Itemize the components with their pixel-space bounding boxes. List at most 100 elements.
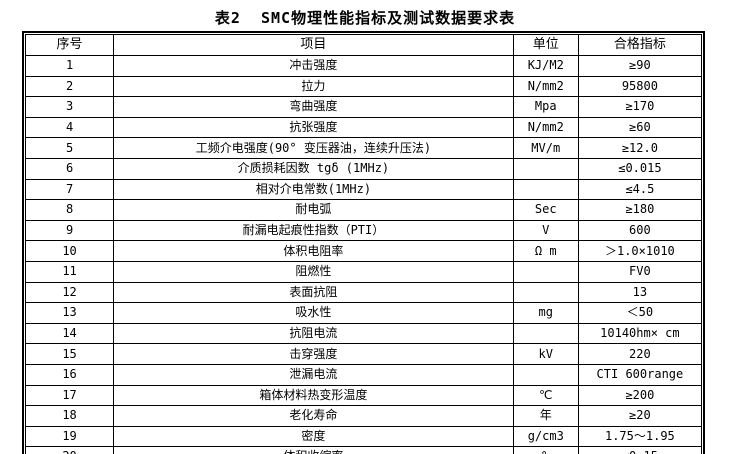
spec-value-cell: 1.75～1.95 [577,425,703,448]
row-number-cell: 6 [24,157,115,180]
unit-cell: N/mm2 [512,75,579,98]
spec-value-cell: ＞1.0×1010 [577,240,703,262]
row-number-cell: 7 [24,178,115,201]
spec-value-cell: 220 [577,343,703,365]
table-row: 10 体积电阻率 Ω m ＞1.0×1010 [24,240,703,262]
item-cell: 体积电阻率 [113,240,514,262]
table-row: 11 阻燃性 FV0 [24,260,703,283]
item-cell: 密度 [113,425,514,448]
spec-value-cell: ≥180 [577,199,703,221]
col-header-item: 项目 [113,34,514,56]
row-number-cell: 18 [24,405,115,427]
spec-value-cell: ≥20 [577,405,703,427]
unit-cell: 年 [512,405,579,427]
item-cell: 抗阻电流 [113,322,514,345]
table-row: 15 击穿强度 kV 220 [24,343,703,365]
unit-cell: Mpa [512,96,579,118]
page-title: 表2 SMC物理性能指标及测试数据要求表 [214,9,516,27]
row-number-cell: 19 [24,425,115,448]
table-header-row: 序号 项目 单位 合格指标 [24,34,703,56]
row-number-cell: 1 [24,55,115,77]
spec-value-cell: 95800 [577,75,703,98]
unit-cell [512,363,579,386]
spec-value-cell: ≥12.0 [577,137,703,159]
spec-value-cell: 13 [577,281,703,304]
unit-cell [512,157,579,180]
row-number-cell: 11 [24,260,115,283]
col-header-unit: 单位 [512,34,579,56]
item-cell: 拉力 [113,75,514,98]
row-number-cell: 16 [24,363,115,386]
item-cell: 工频介电强度(90° 变压器油，连续升压法) [113,137,514,159]
item-cell: 相对介电常数(1MHz) [113,178,514,201]
item-cell: 耐漏电起痕性指数（PTI） [113,219,514,242]
row-number-cell: 3 [24,96,115,118]
spec-value-cell: ≥60 [577,116,703,139]
row-number-cell: 14 [24,322,115,345]
spec-table-frame: 序号 项目 单位 合格指标 1 冲击强度 KJ/M2 ≥90 2 拉力 N/mm2 95800… [22,31,705,454]
item-cell: 弯曲强度 [113,96,514,118]
item-cell: 击穿强度 [113,343,514,365]
item-cell: 介质损耗因数 tgδ (1MHz) [113,157,514,180]
table-row: 19 密度 g/cm3 1.75～1.95 [24,425,703,448]
unit-cell: V [512,219,579,242]
spec-value-cell: FV0 [577,260,703,283]
table-row: 1 冲击强度 KJ/M2 ≥90 [24,55,703,77]
spec-value-cell: ≤0.15 [577,446,703,454]
item-cell: 体积收缩率 [113,446,514,454]
table-row: 17 箱体材料热变形温度 ℃ ≥200 [24,384,703,407]
table-row: 16 泄漏电流 CTI 600range [24,363,703,386]
table-row: 12 表面抗阻 13 [24,281,703,304]
unit-cell: % [512,446,579,454]
spec-value-cell: ≥90 [577,55,703,77]
item-cell: 冲击强度 [113,55,514,77]
spec-value-cell: ≥200 [577,384,703,407]
table-row: 18 老化寿命年 ≥20 [24,405,703,427]
table-row: 20体积收缩率%≤0.15 [24,446,703,454]
unit-cell: N/mm2 [512,116,579,139]
spec-value-cell: ≥170 [577,96,703,118]
item-cell: 耐电弧 [113,199,514,221]
table-row: 4 抗张强度 N/mm2 ≥60 [24,116,703,139]
unit-cell [512,322,579,345]
col-header-index: 序号 [24,34,115,56]
unit-cell: Sec [512,199,579,221]
row-number-cell: 8 [24,199,115,221]
table-row: 2 拉力 N/mm2 95800 [24,75,703,98]
item-cell: 吸水性 [113,302,514,324]
table-row: 9 耐漏电起痕性指数（PTI） V 600 [24,219,703,242]
table-body: 1 冲击强度 KJ/M2 ≥90 2 拉力 N/mm2 95800 3 弯曲强度 Mpa ≥170 4 抗… [24,55,703,454]
table-row: 3 弯曲强度 Mpa ≥170 [24,96,703,118]
spec-value-cell: ＜50 [577,302,703,324]
item-cell: 泄漏电流 [113,363,514,386]
table-row: 5 工频介电强度(90° 变压器油，连续升压法) MV/m ≥12.0 [24,137,703,159]
unit-cell: Ω m [512,240,579,262]
table-row: 13 吸水性 mg ＜50 [24,302,703,324]
spec-value-cell: ≤4.5 [577,178,703,201]
table-row: 7 相对介电常数(1MHz) ≤4.5 [24,178,703,201]
table-row: 6 介质损耗因数 tgδ (1MHz) ≤0.015 [24,157,703,180]
unit-cell: mg [512,302,579,324]
row-number-cell: 15 [24,343,115,365]
col-header-spec: 合格指标 [577,34,703,56]
item-cell: 老化寿命 [113,405,514,427]
unit-cell: ℃ [512,384,579,407]
row-number-cell: 13 [24,302,115,324]
table-row: 8 耐电弧 Sec ≥180 [24,199,703,221]
unit-cell: kV [512,343,579,365]
row-number-cell: 17 [24,384,115,407]
table-row: 14 抗阻电流 10140hm× cm [24,322,703,345]
spec-value-cell: ≤0.015 [577,157,703,180]
unit-cell [512,178,579,201]
unit-cell: KJ/M2 [512,55,579,77]
unit-cell [512,281,579,304]
spec-value-cell: CTI 600range [577,363,703,386]
unit-cell: MV/m [512,137,579,159]
row-number-cell: 4 [24,116,115,139]
row-number-cell: 20 [24,446,115,454]
item-cell: 阻燃性 [113,260,514,283]
row-number-cell: 5 [24,137,115,159]
row-number-cell: 10 [24,240,115,262]
row-number-cell: 9 [24,219,115,242]
spec-table: 序号 项目 单位 合格指标 1 冲击强度 KJ/M2 ≥90 2 拉力 N/mm2 95800… [24,34,703,454]
